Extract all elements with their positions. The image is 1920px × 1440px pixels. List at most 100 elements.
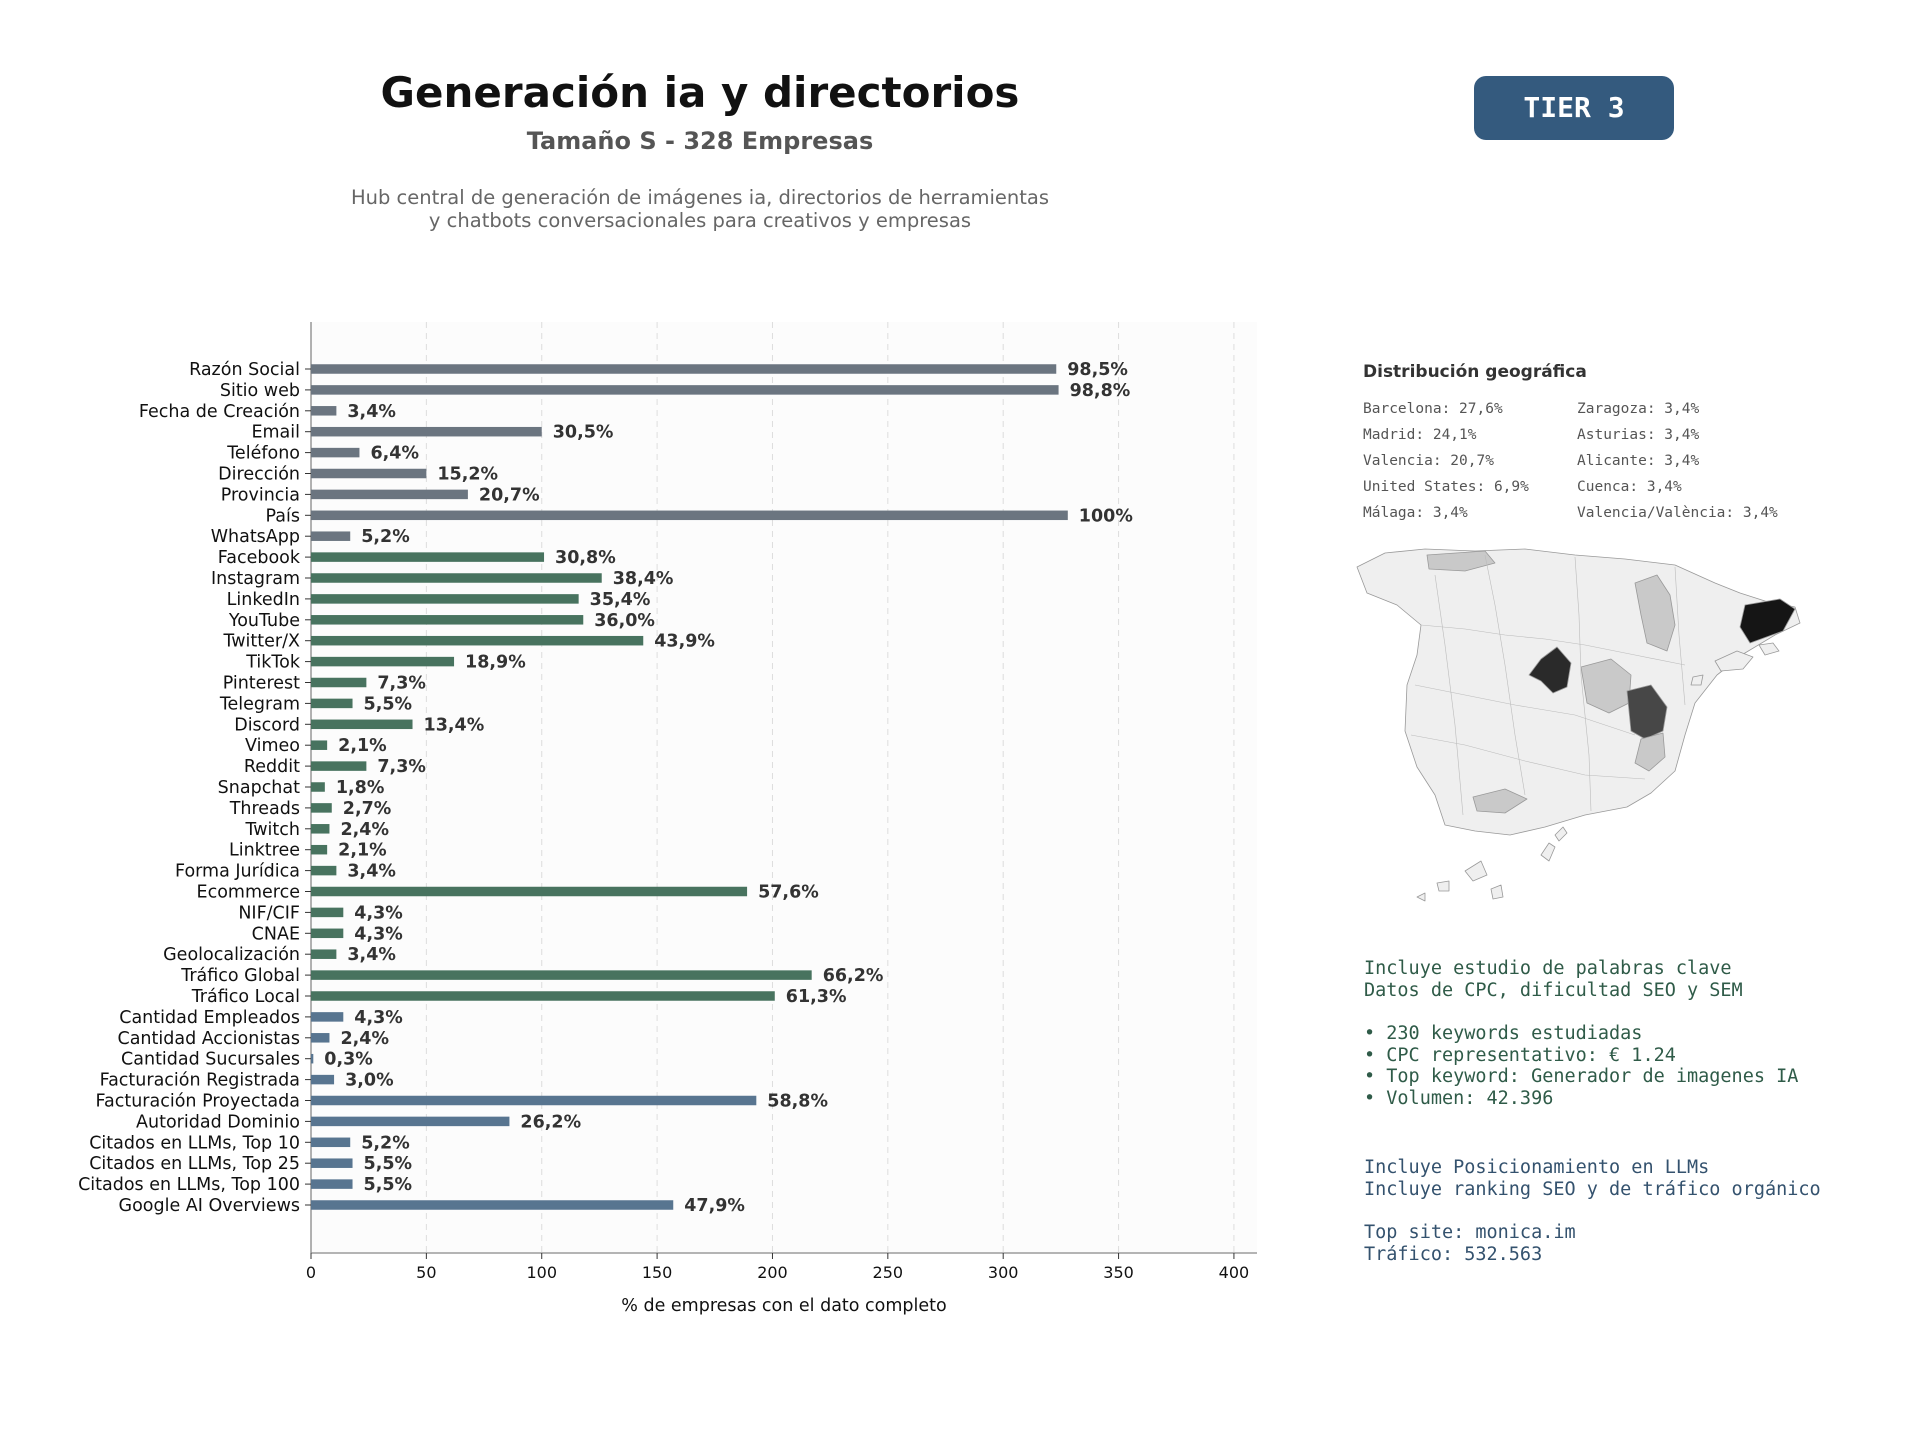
x-tick-label: 400 [1219,1263,1250,1282]
description-line-1: Hub central de generación de imágenes ia… [350,186,1050,209]
bar-value-label: 43,9% [654,632,715,652]
peninsula-outline [1356,548,1801,836]
page-description: Hub central de generación de imágenes ia… [0,186,1400,232]
y-tick-label: Instagram [211,569,300,589]
y-tick-label: Threads [229,799,300,819]
bar [311,468,427,479]
x-tick-label: 50 [416,1263,436,1282]
y-tick-label: Linktree [229,841,300,861]
bar-value-label: 3,4% [347,862,396,882]
bar [311,573,602,583]
province-border [1434,574,1464,816]
bar [311,949,337,959]
bar-value-label: 2,7% [343,799,392,819]
y-tick-label: Sitio web [220,381,300,401]
x-tick-label: 350 [1103,1263,1134,1282]
geo-item: United States: 6,9% [1363,479,1529,495]
y-tick-label: Facebook [218,548,301,568]
bar [311,635,644,646]
bar-value-label: 35,4% [590,590,651,610]
x-tick-label: 250 [873,1263,904,1282]
geo-item: Madrid: 24,1% [1363,427,1477,443]
page-subtitle: Tamaño S - 328 Empresas [526,127,874,155]
asturias-region [1426,550,1496,572]
bar [311,698,353,709]
bar-value-label: 4,3% [354,1008,403,1028]
geo-item: Valencia/València: 3,4% [1577,505,1778,521]
y-tick-label: Citados en LLMs, Top 100 [78,1175,300,1195]
bar-value-label: 98,8% [1070,381,1131,401]
traffic-line: Tráfico: 532.563 [1364,1244,1543,1265]
geo-item: Alicante: 3,4% [1577,453,1700,469]
y-tick-label: LinkedIn [227,590,300,610]
y-tick-label: Tráfico Global [180,966,300,986]
malaga-region [1472,788,1528,814]
bar [311,364,1057,374]
y-tick-label: Twitter/X [222,632,300,652]
y-tick-label: Provincia [221,485,300,505]
completeness-bar-chart: 0 50 100 150 200 250 300 350 400 % de empresas co… [78,322,1257,1316]
bar-value-label: 2,4% [340,820,389,840]
y-tick-label: Dirección [218,465,300,485]
bar-value-label: 4,3% [354,903,403,923]
y-tick-label: País [266,506,300,526]
bar [311,991,775,1001]
bar [311,1137,351,1148]
canary-islands [1540,842,1556,862]
bar [311,447,360,458]
llm-line-1: Incluye Posicionamiento en LLMs [1364,1157,1710,1178]
y-tick-label: Cantidad Empleados [119,1008,300,1028]
barcelona-region [1739,598,1796,644]
geo-distribution-list: Barcelona: 27,6% Zaragoza: 3,4% Madrid: … [1363,400,1823,522]
bar [311,1200,674,1210]
bar-value-label: 7,3% [377,674,426,694]
bar-value-label: 36,0% [594,611,655,631]
bar [311,552,545,562]
keywords-line-2: Datos de CPC, dificultad SEO y SEM [1364,980,1743,1001]
bar [311,803,332,813]
bar [311,740,328,750]
bar-value-label: 38,4% [613,569,674,589]
llm-line-2: Incluye ranking SEO y de tráfico orgánic… [1364,1179,1821,1200]
y-tick-label: Forma Jurídica [175,862,300,882]
geo-distribution-title: Distribución geográfica [1363,362,1587,382]
bar-value-label: 3,4% [347,402,396,422]
bar-value-label: 15,2% [437,465,498,485]
bar-value-label: 13,4% [424,715,485,735]
bar-value-label: 98,5% [1067,360,1128,380]
bar [311,677,367,688]
province-border [1674,566,1686,706]
bar [311,531,351,541]
bar-value-label: 30,5% [553,423,614,443]
bar-value-label: 58,8% [767,1092,828,1112]
spain-choropleth-map [1356,548,1801,902]
keywords-bullet: • Top keyword: Generador de imagenes IA [1364,1066,1799,1087]
y-tick-label: Geolocalización [163,945,300,965]
x-tick-label: 100 [526,1263,557,1282]
balearic-islands [1758,642,1780,656]
canary-islands [1416,892,1426,902]
y-tick-label: CNAE [252,924,300,944]
y-tick-label: Discord [234,715,300,735]
y-tick-label: Vimeo [245,736,300,756]
bar-value-label: 61,3% [786,987,847,1007]
x-tick-label: 300 [988,1263,1019,1282]
y-tick-label: Google AI Overviews [119,1196,300,1216]
bar [311,970,812,980]
province-border [1574,556,1592,812]
bar-value-label: 5,2% [361,1133,410,1153]
y-tick-label: Pinterest [223,674,300,694]
y-tick-label: Citados en LLMs, Top 10 [89,1133,300,1153]
province-border [1414,684,1636,736]
madrid-region [1528,646,1572,694]
bar-value-label: 20,7% [479,485,540,505]
bar-value-label: 57,6% [758,883,819,903]
bar-value-label: 5,5% [364,694,413,714]
bar [311,782,325,792]
bar-value-label: 2,4% [340,1029,389,1049]
x-axis-label: % de empresas con el dato completo [621,1296,946,1316]
bar [311,865,337,876]
bar-value-label: 26,2% [520,1112,581,1132]
y-tick-label: YouTube [228,611,300,631]
bar-value-label: 66,2% [823,966,884,986]
